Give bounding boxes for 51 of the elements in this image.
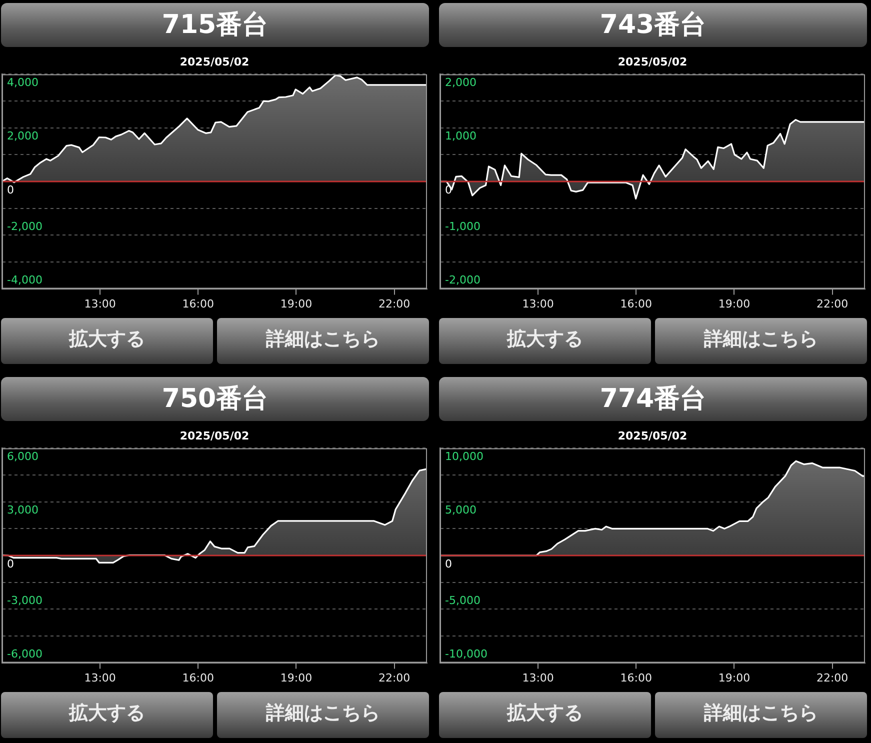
x-tick-label: 22:00 [816, 297, 848, 310]
x-tick-label: 22:00 [378, 671, 410, 684]
x-tick-label: 16:00 [620, 297, 652, 310]
text: 拡大する [1, 692, 213, 738]
y-tick-label: -2,000 [445, 274, 480, 287]
text: 詳細はこちら [217, 692, 429, 738]
x-tick-label: 13:00 [84, 671, 116, 684]
y-tick-label: 10,000 [445, 450, 484, 464]
x-tick-label: 16:00 [620, 671, 652, 684]
y-tick-label: -10,000 [445, 648, 488, 661]
y-tick-label: 0 [445, 557, 452, 570]
x-tick-label: 19:00 [280, 671, 312, 684]
x-tick-label: 13:00 [84, 297, 116, 310]
x-tick-label: 16:00 [182, 297, 214, 310]
y-tick-label: 4,000 [7, 76, 38, 90]
x-tick-label: 13:00 [522, 297, 554, 310]
y-tick-label: -5,000 [445, 594, 480, 608]
chart-subtitle: 2025/05/02 [618, 429, 688, 442]
y-tick-label: 6,000 [7, 450, 38, 464]
x-tick-label: 22:00 [816, 671, 848, 684]
y-tick-label: 5,000 [445, 504, 476, 517]
x-tick-label: 22:00 [378, 297, 410, 310]
y-tick-label: -6,000 [7, 648, 42, 661]
text: 拡大する [1, 318, 213, 364]
text: 詳細はこちら [655, 318, 867, 364]
y-tick-label: -2,000 [7, 220, 42, 234]
y-tick-label: 1,000 [445, 130, 476, 143]
y-tick-label: -3,000 [7, 594, 42, 608]
y-tick-label: 2,000 [445, 76, 476, 90]
y-tick-label: 0 [7, 183, 14, 196]
x-tick-label: 13:00 [522, 671, 554, 684]
y-tick-label: -4,000 [7, 274, 42, 287]
y-tick-label: 3,000 [7, 504, 38, 517]
x-tick-label: 19:00 [718, 671, 750, 684]
chart-title: 715番台 [1, 3, 429, 47]
y-tick-label: 0 [7, 557, 14, 570]
chart-title: 774番台 [439, 377, 867, 421]
x-tick-label: 19:00 [718, 297, 750, 310]
y-tick-label: -1,000 [445, 220, 480, 234]
chart-title: 750番台 [1, 377, 429, 421]
y-tick-label: 2,000 [7, 130, 38, 143]
text: 拡大する [439, 318, 651, 364]
x-tick-label: 16:00 [182, 671, 214, 684]
text: 詳細はこちら [655, 692, 867, 738]
text: 拡大する [439, 692, 651, 738]
x-tick-label: 19:00 [280, 297, 312, 310]
chart-subtitle: 2025/05/02 [180, 429, 250, 442]
chart-title: 743番台 [439, 3, 867, 47]
text: 詳細はこちら [217, 318, 429, 364]
chart-subtitle: 2025/05/02 [180, 55, 250, 68]
chart-subtitle: 2025/05/02 [618, 55, 688, 68]
